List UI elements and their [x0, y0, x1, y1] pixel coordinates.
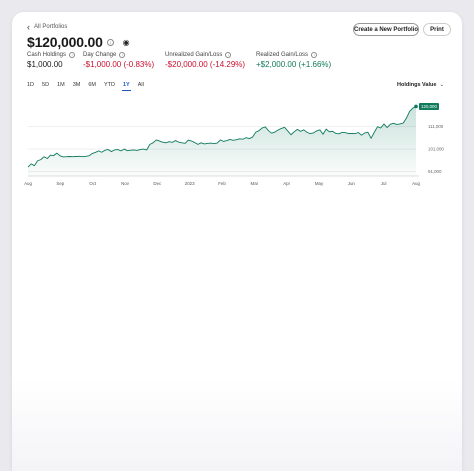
tab-3m[interactable]: 3M [72, 82, 81, 88]
tab-6m[interactable]: 6M [88, 82, 96, 88]
metric-unrealized-gain-loss: Unrealized Gain/Loss i -$20,000.00 (-14.2… [165, 52, 245, 69]
holdings-value-selected: Holdings Value [397, 82, 437, 88]
create-portfolio-button[interactable]: Create a New Portfolio [353, 23, 419, 36]
portfolio-value-chart: 111,000 101,000 91,000 120,000 Aug Sep Oct Nov D… [24, 102, 444, 186]
x-tick-label: Feb [218, 181, 226, 186]
chevron-down-icon: ⌄ [439, 82, 445, 88]
hide-values-icon[interactable]: ◉ [122, 37, 130, 47]
info-icon[interactable]: i [69, 52, 76, 58]
x-tick-label: Sep [56, 181, 64, 186]
x-tick-label: Oct [89, 181, 97, 186]
info-icon[interactable]: i [106, 38, 114, 46]
metric-value: -$20,000.00 (-14.29%) [165, 60, 246, 69]
metric-label: Day Change [83, 52, 117, 58]
x-tick-label: Jun [348, 181, 356, 186]
last-value-badge [419, 102, 439, 110]
time-range-tabs: 1D 5D 1M 3M 6M YTD 1Y All [26, 82, 145, 91]
series-area [28, 106, 416, 176]
holdings-value-dropdown[interactable]: Holdings Value ⌄ [397, 82, 444, 88]
tab-all[interactable]: All [137, 82, 144, 88]
metric-label: Unrealized Gain/Loss [165, 52, 223, 58]
y-tick-label: 91,000 [428, 169, 442, 174]
x-tick-label: 2023 [185, 181, 195, 186]
info-icon[interactable]: i [119, 52, 126, 58]
metric-realized-gain-loss: Realized Gain/Loss i +$2,000.00 (+1.66%) [256, 52, 331, 69]
print-button[interactable]: Print [423, 23, 451, 36]
tab-ytd[interactable]: YTD [103, 82, 115, 88]
last-value-marker [414, 104, 418, 109]
x-tick-label: Dec [153, 181, 162, 186]
metric-cash-holdings: Cash Holdings i $1,000.00 [27, 52, 76, 69]
total-value: $120,000.00 [27, 34, 103, 50]
x-tick-label: Aug [412, 181, 420, 186]
y-tick-label: 111,000 [428, 124, 444, 129]
all-portfolios-label: All Portfolios [34, 24, 68, 30]
portfolio-total: $120,000.00 i ◉ [27, 34, 130, 50]
y-tick-label: 101,000 [428, 147, 444, 152]
info-icon[interactable]: i [225, 52, 232, 58]
portfolio-card: ‹ All Portfolios $120,000.00 i ◉ Create … [12, 12, 462, 471]
metric-value: +$2,000.00 (+1.66%) [256, 60, 332, 69]
tab-1m[interactable]: 1M [57, 82, 65, 88]
x-tick-label: May [315, 181, 324, 186]
info-icon[interactable]: i [311, 52, 318, 58]
metric-label: Cash Holdings [27, 52, 67, 58]
metric-label: Realized Gain/Loss [256, 52, 309, 58]
last-value-label: 120,000 [421, 104, 437, 109]
series-line [27, 106, 417, 168]
metric-value: -$1,000.00 (-0.83%) [83, 60, 155, 69]
tab-5d[interactable]: 5D [42, 82, 50, 88]
x-tick-label: Nov [121, 181, 130, 186]
x-tick-label: Apr [283, 181, 290, 186]
x-tick-label: Mar [251, 181, 259, 186]
metric-value: $1,000.00 [27, 60, 63, 69]
tab-1y[interactable]: 1Y [121, 82, 131, 91]
all-portfolios-link[interactable]: ‹ All Portfolios [27, 22, 68, 32]
tab-1d[interactable]: 1D [27, 82, 35, 88]
x-tick-label: Jul [381, 181, 387, 186]
x-tick-label: Aug [24, 181, 32, 186]
metric-day-change: Day Change i -$1,000.00 (-0.83%) [83, 52, 154, 69]
chevron-left-icon: ‹ [27, 22, 30, 32]
